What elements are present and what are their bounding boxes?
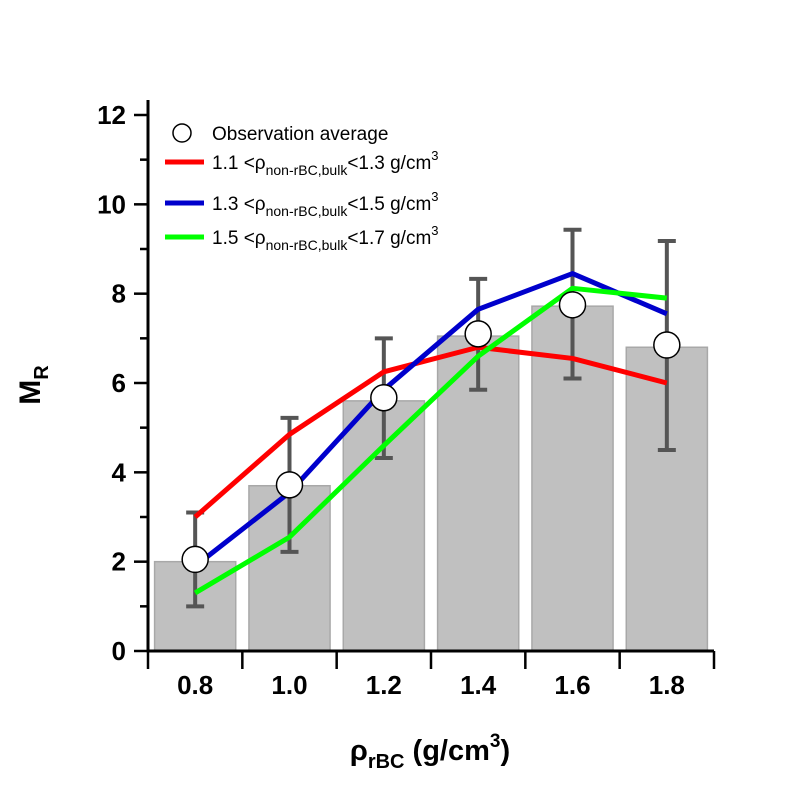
x-tick-label-1.0: 1.0 [271, 670, 307, 700]
legend-observation-label: Observation average [212, 124, 388, 145]
legend-label-series-1: 1.1 <ρnon-rBC,bulk<1.3 g/cm3 [212, 148, 439, 178]
axes-group [134, 100, 716, 669]
observation-point-1.0 [275, 471, 304, 499]
y-tick-label-0: 0 [112, 636, 126, 666]
tick-labels-group: 0 2 4 6 8 10 12 0.8 1.0 1.2 1.4 1.6 1.8 [97, 100, 685, 700]
y-tick-label-4: 4 [112, 457, 127, 487]
x-axis-title: ρrBC (g/cm3) [350, 731, 510, 773]
y-tick-label-6: 6 [112, 368, 126, 398]
observation-point-1.6 [558, 291, 587, 319]
observation-point-0.8 [181, 545, 209, 574]
x-tick-label-1.6: 1.6 [554, 670, 590, 700]
legend: Observation average 1.1 <ρnon-rBC,bulk<1… [165, 123, 439, 253]
y-axis-title: MR [14, 365, 53, 405]
x-tick-label-1.4: 1.4 [460, 670, 497, 700]
y-tick-label-12: 12 [97, 100, 126, 130]
legend-label-series-2: 1.3 <ρnon-rBC,bulk<1.5 g/cm3 [212, 189, 439, 219]
series-line-1 [193, 344, 668, 519]
series-line-3 [193, 285, 668, 596]
legend-observation-marker [172, 123, 192, 143]
legend-label-series-3: 1.5 <ρnon-rBC,bulk<1.7 g/cm3 [212, 223, 439, 253]
observation-point-1.4 [464, 320, 492, 348]
x-tick-label-1.2: 1.2 [366, 670, 402, 700]
series-lines-group [193, 271, 668, 596]
observation-point-1.2 [370, 383, 398, 412]
observation-markers-group [181, 291, 681, 574]
y-tick-label-8: 8 [112, 279, 126, 309]
x-tick-label-1.8: 1.8 [649, 670, 685, 700]
y-tick-label-10: 10 [97, 189, 126, 219]
y-tick-label-2: 2 [112, 547, 126, 577]
series-line-2 [193, 271, 668, 569]
observation-point-1.8 [653, 331, 681, 359]
x-tick-label-0.8: 0.8 [177, 670, 213, 700]
